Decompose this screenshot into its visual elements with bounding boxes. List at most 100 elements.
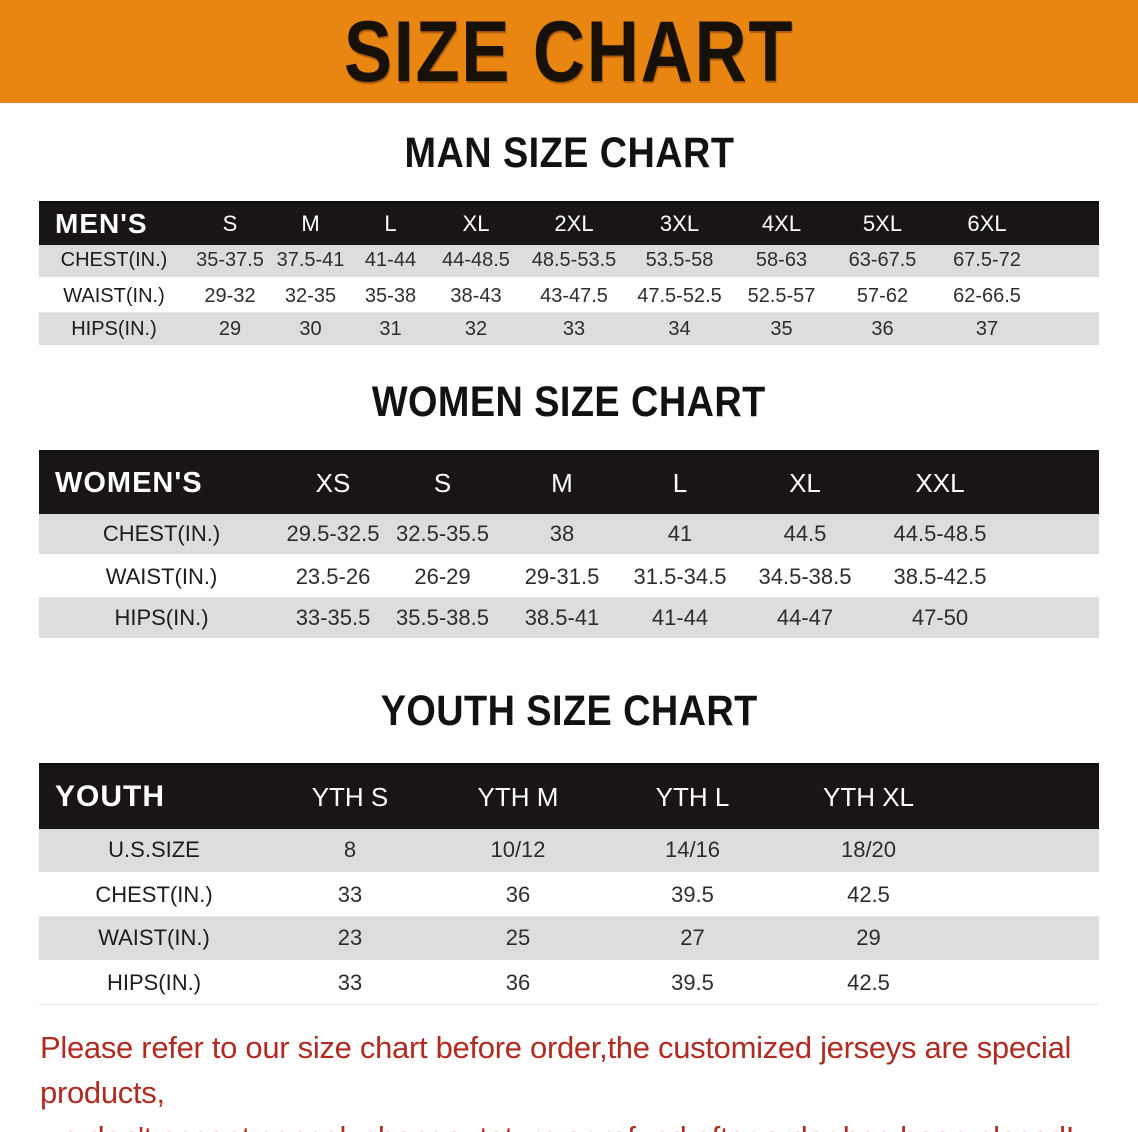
size-value: 58-63 (732, 244, 831, 280)
row-label: WAIST(IN.) (39, 278, 189, 313)
table-row: CHEST(IN.) 29.5-32.5 32.5-35.5 38 41 44.5 44.5… (39, 513, 1099, 557)
women-heading-text: WOMEN SIZE CHART (372, 378, 766, 426)
size-value: 47-50 (871, 597, 1009, 641)
size-value: 41-44 (621, 597, 739, 641)
row-label: CHEST(IN.) (39, 244, 189, 280)
disclaimer: Please refer to our size chart before or… (40, 1025, 1138, 1132)
men-heading-text: MAN SIZE CHART (404, 129, 734, 177)
table-corner-label: YOUTH (39, 763, 269, 829)
size-value: 44-48.5 (431, 244, 521, 280)
size-column-header: YTH S (269, 763, 431, 829)
size-value: 39.5 (605, 960, 780, 1005)
size-value: 32-35 (271, 278, 350, 313)
size-column-header: XXL (871, 450, 1009, 514)
size-value: 39.5 (605, 872, 780, 917)
size-value: 25 (431, 916, 605, 962)
size-column-header: 6XL (934, 201, 1040, 245)
size-value: 27 (605, 916, 780, 962)
table-row: CHEST(IN.) 33 36 39.5 42.5 (39, 872, 1099, 917)
size-column-header: 4XL (732, 201, 831, 245)
size-column-header: M (271, 201, 350, 245)
size-value: 44.5-48.5 (871, 513, 1009, 557)
size-value: 23.5-26 (284, 555, 382, 598)
size-column-header: XL (431, 201, 521, 245)
size-value: 44-47 (739, 597, 871, 641)
spacer-cell (1009, 513, 1099, 557)
size-column-header: XL (739, 450, 871, 514)
table-row: CHEST(IN.) 35-37.5 37.5-41 41-44 44-48.5 48.5… (39, 244, 1099, 280)
size-value: 33 (269, 872, 431, 917)
spacer-cell (1040, 312, 1099, 348)
size-column-header: YTH M (431, 763, 605, 829)
size-value: 52.5-57 (732, 278, 831, 313)
size-value: 29.5-32.5 (284, 513, 382, 557)
size-value: 53.5-58 (627, 244, 732, 280)
size-value: 38-43 (431, 278, 521, 313)
spacer-cell (957, 960, 1099, 1005)
mens-size-table: MEN'S S M L XL 2XL 3XL 4XL 5XL 6XL CHEST(IN.) 35-3… (39, 201, 1099, 348)
size-column-header: 2XL (521, 201, 627, 245)
size-column-header: 5XL (831, 201, 934, 245)
spacer-cell (957, 916, 1099, 962)
row-label: WAIST(IN.) (39, 916, 269, 962)
men-section-heading: MAN SIZE CHART (0, 129, 1138, 177)
size-value: 32.5-35.5 (382, 513, 503, 557)
disclaimer-line-1: Please refer to our size chart before or… (40, 1030, 1072, 1110)
size-value: 35-38 (350, 278, 431, 313)
size-value: 29-32 (189, 278, 271, 313)
table-row: U.S.SIZE 8 10/12 14/16 18/20 (39, 828, 1099, 874)
size-value: 34.5-38.5 (739, 555, 871, 598)
youth-header-row: YOUTH YTH S YTH M YTH L YTH XL (39, 763, 1099, 829)
spacer-cell (957, 763, 1099, 829)
women-section-heading: WOMEN SIZE CHART (0, 378, 1138, 426)
size-value: 41-44 (350, 244, 431, 280)
size-value: 35-37.5 (189, 244, 271, 280)
size-column-header: YTH L (605, 763, 780, 829)
size-value: 26-29 (382, 555, 503, 598)
table-row: HIPS(IN.) 33-35.5 35.5-38.5 38.5-41 41-44 44-… (39, 597, 1099, 641)
size-column-header: S (382, 450, 503, 514)
size-value: 36 (431, 960, 605, 1005)
size-value: 30 (271, 312, 350, 348)
size-value: 42.5 (780, 872, 957, 917)
size-value: 38 (503, 513, 621, 557)
size-value: 63-67.5 (831, 244, 934, 280)
row-label: U.S.SIZE (39, 828, 269, 874)
size-chart-banner: SIZE CHART (0, 0, 1138, 103)
size-value: 18/20 (780, 828, 957, 874)
row-label: HIPS(IN.) (39, 597, 284, 641)
size-value: 42.5 (780, 960, 957, 1005)
size-value: 38.5-42.5 (871, 555, 1009, 598)
size-column-header: 3XL (627, 201, 732, 245)
size-value: 37.5-41 (271, 244, 350, 280)
row-label: CHEST(IN.) (39, 513, 284, 557)
size-value: 31.5-34.5 (621, 555, 739, 598)
size-column-header: S (189, 201, 271, 245)
youth-size-table: YOUTH YTH S YTH M YTH L YTH XL U.S.SIZE 8 10/1… (39, 763, 1099, 1005)
size-value: 29-31.5 (503, 555, 621, 598)
womens-size-table: WOMEN'S XS S M L XL XXL CHEST(IN.) 29.5-32.5 32.… (39, 450, 1099, 641)
spacer-cell (1040, 201, 1099, 245)
spacer-cell (1009, 597, 1099, 641)
disclaimer-line-2: we don't accept cancel, change, teturn o… (40, 1115, 1138, 1132)
size-value: 62-66.5 (934, 278, 1040, 313)
size-value: 35.5-38.5 (382, 597, 503, 641)
size-value: 44.5 (739, 513, 871, 557)
youth-section-heading: YOUTH SIZE CHART (0, 687, 1138, 735)
table-row: WAIST(IN.) 23.5-26 26-29 29-31.5 31.5-34.5 34… (39, 555, 1099, 598)
spacer-cell (1009, 450, 1099, 514)
size-value: 34 (627, 312, 732, 348)
table-corner-label: WOMEN'S (39, 450, 284, 514)
size-value: 14/16 (605, 828, 780, 874)
table-row: WAIST(IN.) 23 25 27 29 (39, 916, 1099, 962)
size-value: 32 (431, 312, 521, 348)
table-corner-label: MEN'S (39, 201, 189, 245)
spacer-cell (957, 828, 1099, 874)
spacer-cell (1009, 555, 1099, 598)
size-column-header: XS (284, 450, 382, 514)
size-column-header: L (350, 201, 431, 245)
size-value: 41 (621, 513, 739, 557)
table-row: HIPS(IN.) 29 30 31 32 33 34 35 36 37 (39, 312, 1099, 348)
size-value: 48.5-53.5 (521, 244, 627, 280)
size-value: 35 (732, 312, 831, 348)
